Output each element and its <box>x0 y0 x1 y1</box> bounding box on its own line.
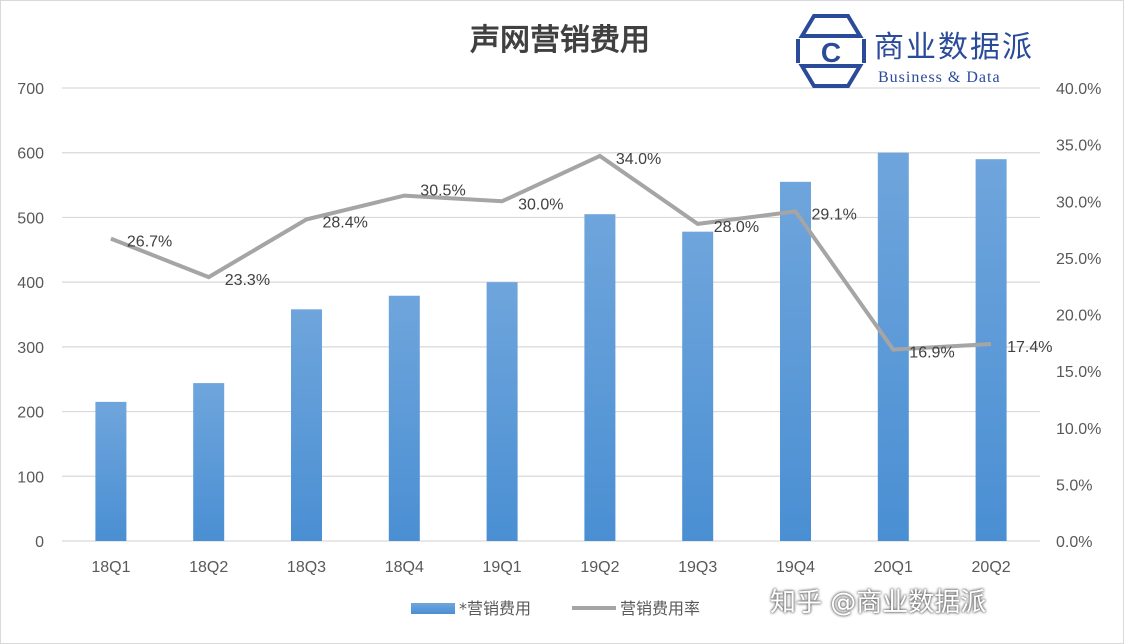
y-tick-label: 200 <box>17 405 44 422</box>
x-tick-label: 18Q2 <box>189 559 228 576</box>
x-tick-label: 19Q3 <box>678 559 717 576</box>
y2-tick-label: 10.0% <box>1056 421 1101 438</box>
y-tick-label: 600 <box>17 146 44 163</box>
rate-data-label: 28.0% <box>714 219 759 236</box>
rate-data-label: 26.7% <box>127 234 172 251</box>
chart-title: 声网营销费用 <box>470 23 650 58</box>
x-tick-label: 18Q1 <box>91 559 130 576</box>
bar-18Q3 <box>291 309 322 541</box>
bar-18Q2 <box>193 383 225 541</box>
legend-line-label: 营销费用率 <box>620 599 700 618</box>
y-tick-label: 400 <box>17 275 44 292</box>
rate-data-label: 16.9% <box>909 345 954 362</box>
bar-19Q4 <box>780 181 811 542</box>
bar-18Q1 <box>95 401 127 541</box>
legend-bar-label: *营销费用 <box>459 599 531 618</box>
y2-tick-label: 25.0% <box>1056 251 1101 268</box>
x-tick-label: 18Q3 <box>287 559 326 576</box>
y2-tick-label: 40.0% <box>1056 81 1101 98</box>
rate-data-label: 30.5% <box>420 183 465 200</box>
rate-line <box>110 153 992 352</box>
x-tick-label: 19Q2 <box>580 559 619 576</box>
y-tick-label: 0 <box>35 534 44 551</box>
y-tick-label: 700 <box>17 81 44 98</box>
x-tick-label: 19Q4 <box>776 559 815 576</box>
y-tick-label: 100 <box>17 469 44 486</box>
bar-19Q2 <box>584 214 616 541</box>
bar-20Q2 <box>975 159 1007 541</box>
y-tick-label: 300 <box>17 340 44 357</box>
svg-text:C: C <box>821 37 841 68</box>
bar-19Q1 <box>486 282 518 541</box>
rate-data-label: 28.4% <box>323 214 368 231</box>
y2-tick-label: 15.0% <box>1056 364 1101 381</box>
x-tick-label: 19Q1 <box>483 559 522 576</box>
y2-tick-label: 0.0% <box>1056 534 1092 551</box>
y2-tick-label: 5.0% <box>1056 477 1092 494</box>
y2-tick-label: 30.0% <box>1056 194 1101 211</box>
rate-data-label: 17.4% <box>1007 339 1052 356</box>
logo-text-en: Business & Data <box>878 69 1001 86</box>
legend-bar-swatch <box>411 603 455 614</box>
logo-mark-icon: C <box>796 14 866 88</box>
brand-logo: C 商业数据派 Business & Data <box>796 14 1066 88</box>
bar-19Q3 <box>682 231 714 541</box>
x-tick-label: 18Q4 <box>385 559 424 576</box>
rate-data-label: 30.0% <box>518 196 563 213</box>
x-tick-label: 20Q2 <box>972 559 1011 576</box>
y2-tick-label: 20.0% <box>1056 308 1101 325</box>
bar-18Q4 <box>388 295 420 541</box>
rate-data-label: 23.3% <box>225 272 270 289</box>
rate-data-label: 29.1% <box>812 206 857 223</box>
logo-text-cn: 商业数据派 <box>874 30 1034 65</box>
y-tick-label: 500 <box>17 210 44 227</box>
y2-tick-label: 35.0% <box>1056 138 1101 155</box>
x-tick-label: 20Q1 <box>874 559 913 576</box>
rate-data-label: 34.0% <box>616 151 661 168</box>
watermark: 知乎 @商业数据派 <box>770 588 987 618</box>
